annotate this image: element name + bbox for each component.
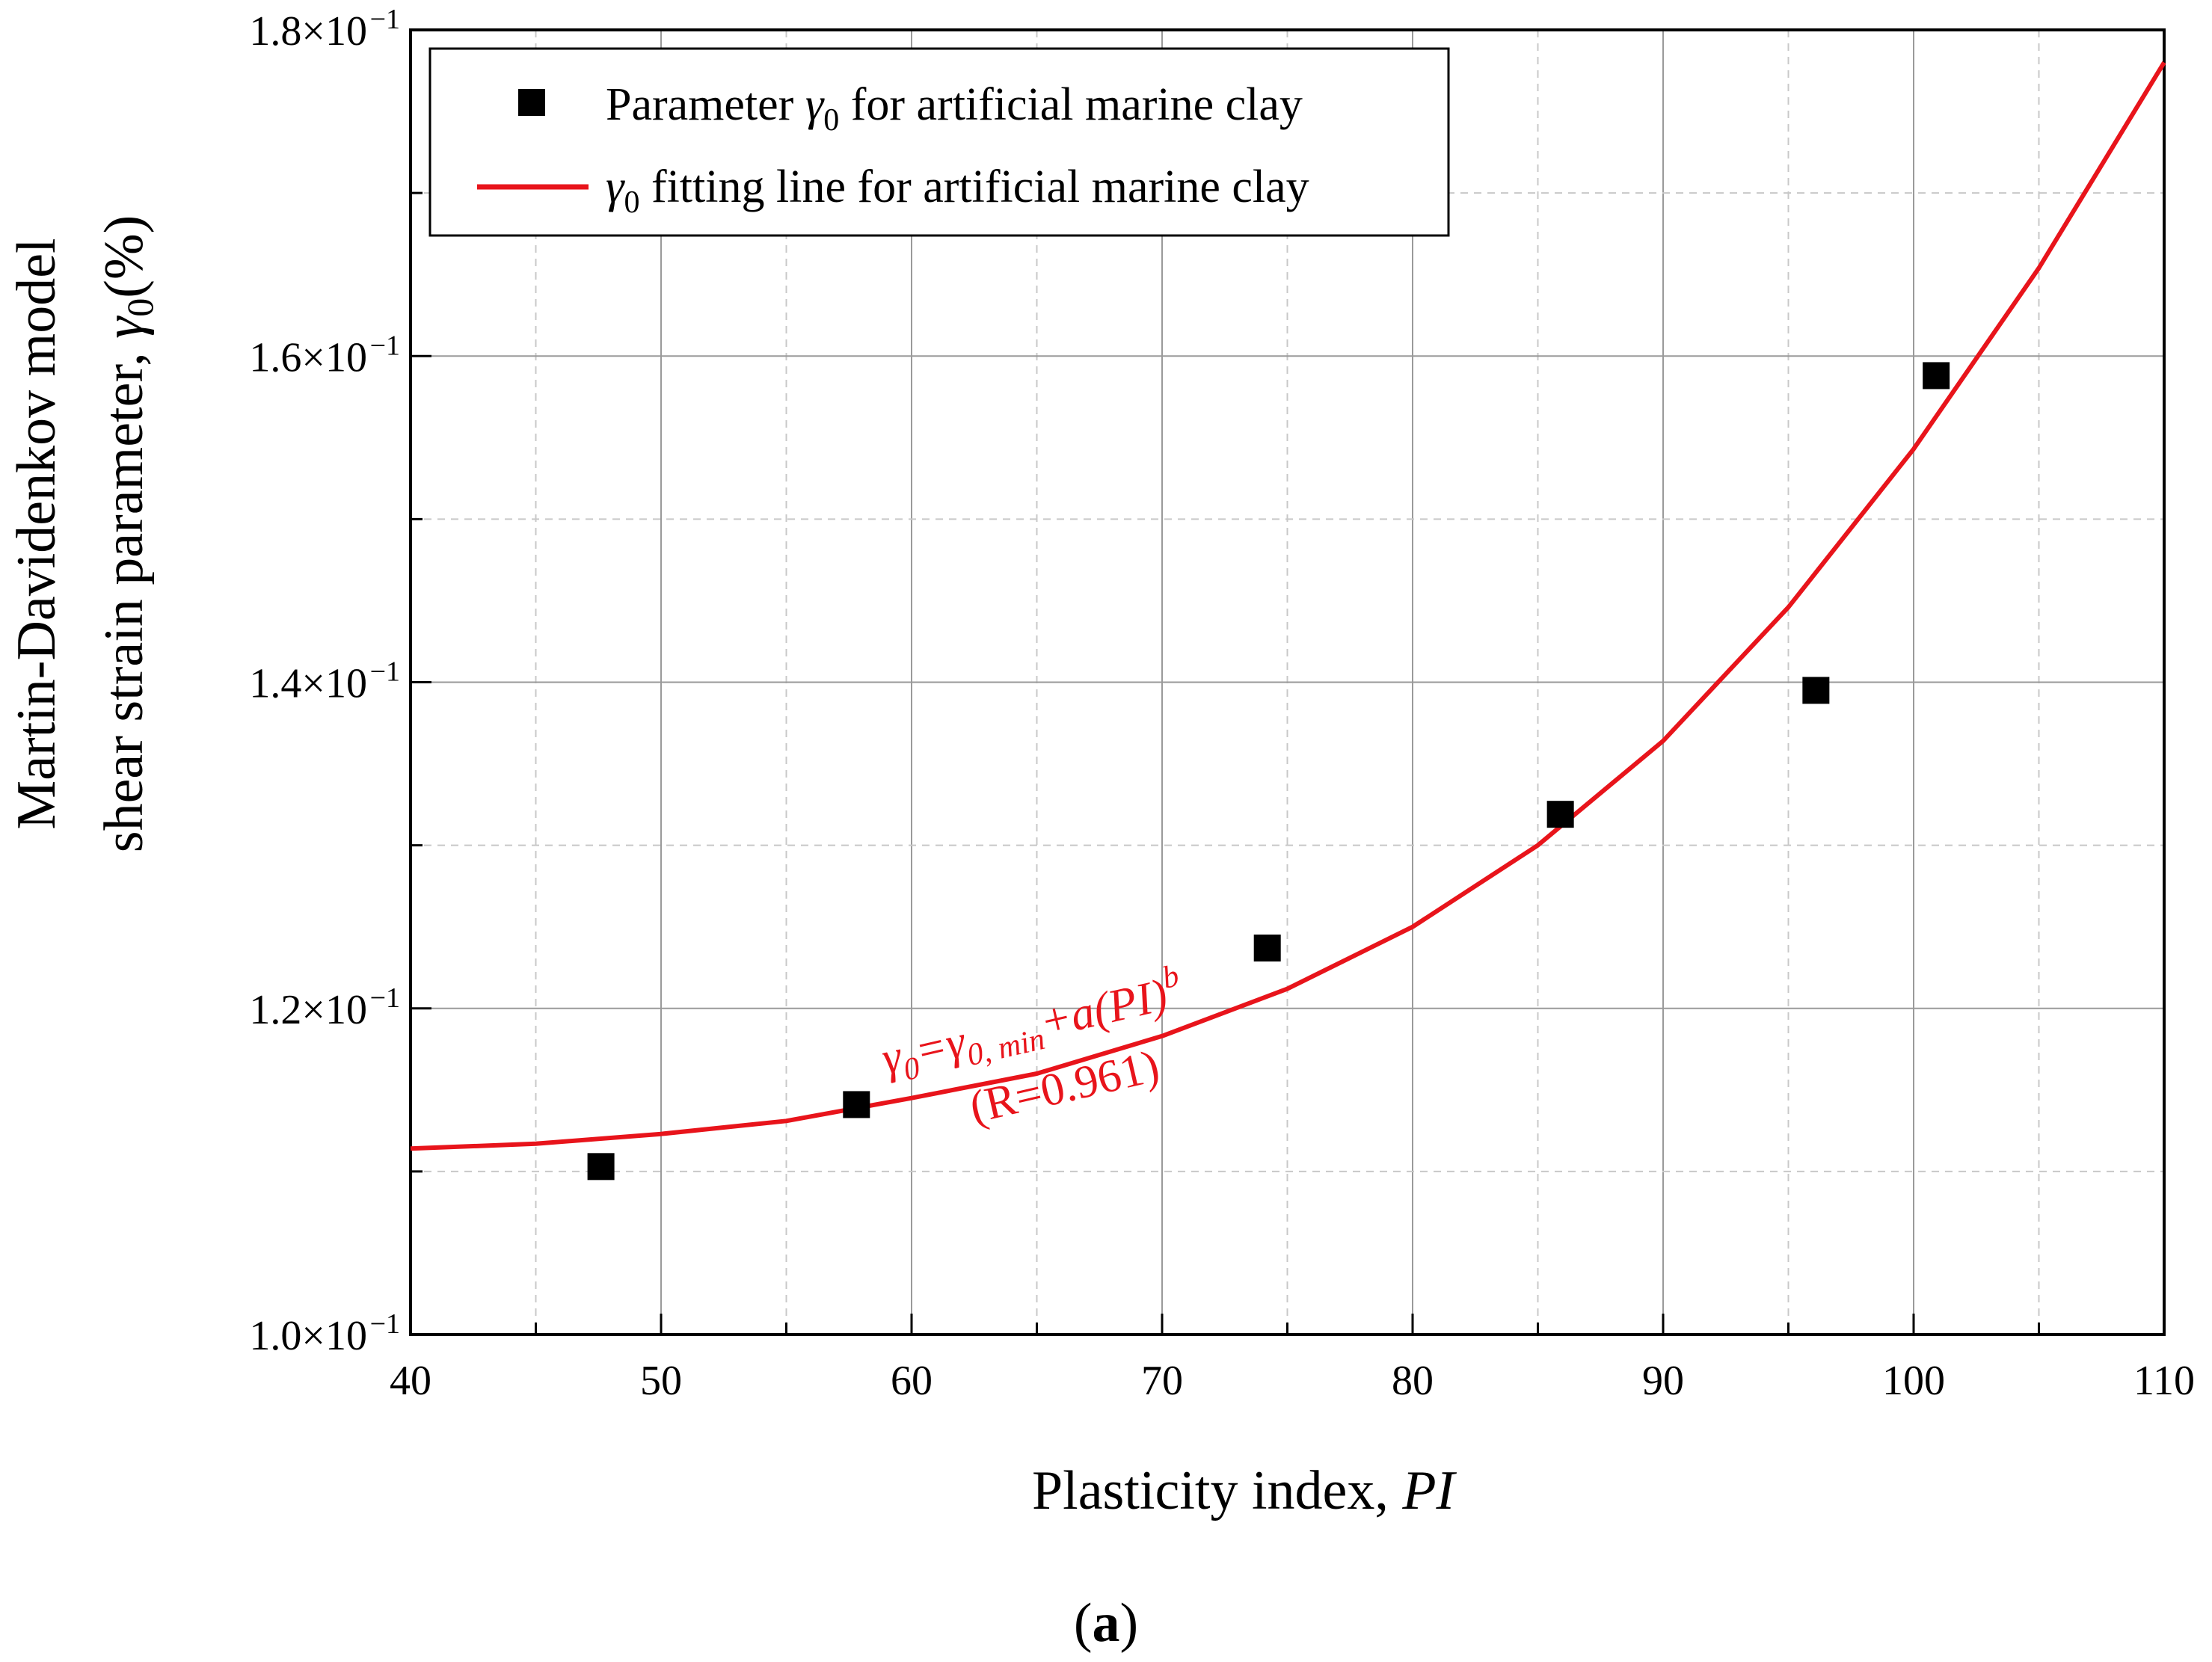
x-tick-label: 80 (1392, 1358, 1434, 1404)
data-point (1923, 362, 1950, 390)
x-axis-title: Plasticity index, PI (1032, 1460, 1457, 1521)
data-point (1253, 935, 1281, 962)
fit-equation: γ0=γ0, min+a(PI)b (R=0.961) (877, 958, 1182, 1133)
y-tick-label: −11.2×10 (249, 982, 400, 1033)
y-axis-title-line2: shear strain parameter, γ0(%) (93, 215, 161, 852)
x-tick-label: 40 (390, 1358, 431, 1404)
y-tick-mantissa: 1.6×10 (249, 334, 367, 381)
y-tick-mantissa: 1.0×10 (249, 1313, 367, 1359)
y-tick-labels: −11.0×10−11.2×10−11.4×10−11.6×10−11.8×10 (249, 4, 400, 1359)
fit-curve-layer (410, 61, 2166, 1151)
legend: Parameter γ0 for artificial marine clay … (428, 47, 1450, 237)
x-tick-label: 110 (2133, 1358, 2195, 1404)
y-tick-exponent: −1 (370, 1308, 400, 1340)
panel-label: (a) (1074, 1592, 1138, 1654)
x-tick-label: 100 (1882, 1358, 1945, 1404)
y-tick-exponent: −1 (370, 330, 400, 361)
x-tick-label: 90 (1642, 1358, 1684, 1404)
legend-item-points: Parameter γ0 for artificial marine clay (606, 79, 1303, 138)
data-point (843, 1091, 870, 1118)
legend-box (428, 47, 1450, 237)
y-tick-mantissa: 1.8×10 (249, 8, 367, 55)
y-tick-mantissa: 1.4×10 (249, 661, 367, 707)
data-points (587, 362, 1950, 1181)
x-tick-label: 70 (1141, 1358, 1183, 1404)
y-axis-title-line1: Martin-Davidenkov model (6, 238, 67, 829)
fit-curve (410, 61, 2166, 1151)
y-tick-label: −11.4×10 (249, 656, 400, 707)
data-point (1802, 677, 1830, 704)
y-tick-mantissa: 1.2×10 (249, 987, 367, 1033)
x-tick-label: 50 (640, 1358, 682, 1404)
y-tick-label: −11.0×10 (249, 1308, 400, 1359)
data-point (1546, 801, 1574, 828)
y-tick-label: −11.8×10 (249, 4, 400, 55)
x-tick-label: 60 (891, 1358, 933, 1404)
y-tick-exponent: −1 (370, 982, 400, 1014)
x-tick-labels: 40 50 60 70 80 90 100 110 (390, 1358, 2195, 1404)
y-tick-label: −11.6×10 (249, 330, 400, 381)
y-tick-exponent: −1 (370, 4, 400, 35)
data-point (587, 1153, 615, 1181)
legend-marker-square (518, 89, 545, 116)
legend-item-fit: γ0 fitting line for artificial marine cl… (606, 161, 1309, 220)
axis-ticks (409, 28, 2166, 1336)
y-tick-exponent: −1 (370, 656, 400, 688)
